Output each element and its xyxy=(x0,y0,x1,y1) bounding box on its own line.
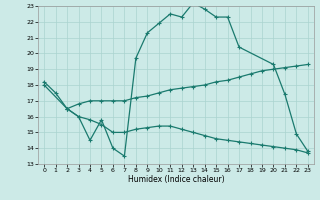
X-axis label: Humidex (Indice chaleur): Humidex (Indice chaleur) xyxy=(128,175,224,184)
